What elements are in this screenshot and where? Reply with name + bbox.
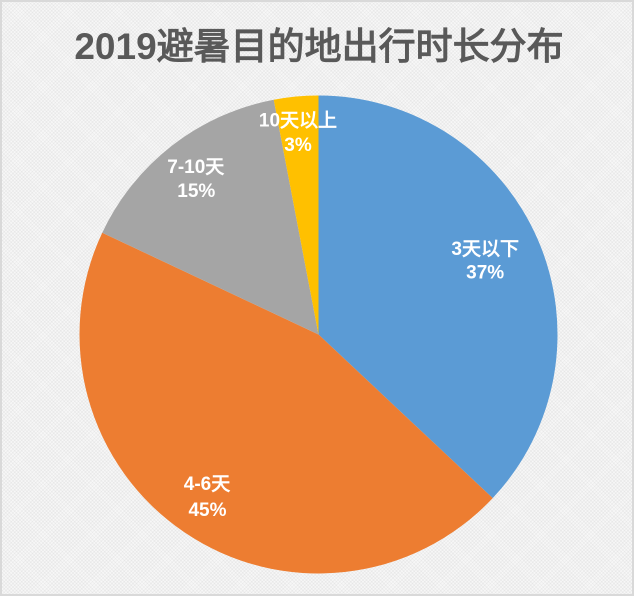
svg-text:4-6天: 4-6天 (184, 474, 231, 495)
svg-text:3天以下: 3天以下 (451, 238, 519, 260)
svg-text:37%: 37% (466, 263, 504, 284)
svg-text:7-10天: 7-10天 (167, 157, 225, 178)
svg-text:45%: 45% (188, 500, 226, 521)
svg-text:15%: 15% (177, 181, 215, 202)
svg-text:3%: 3% (284, 135, 312, 156)
svg-text:10天以上: 10天以上 (259, 109, 337, 131)
